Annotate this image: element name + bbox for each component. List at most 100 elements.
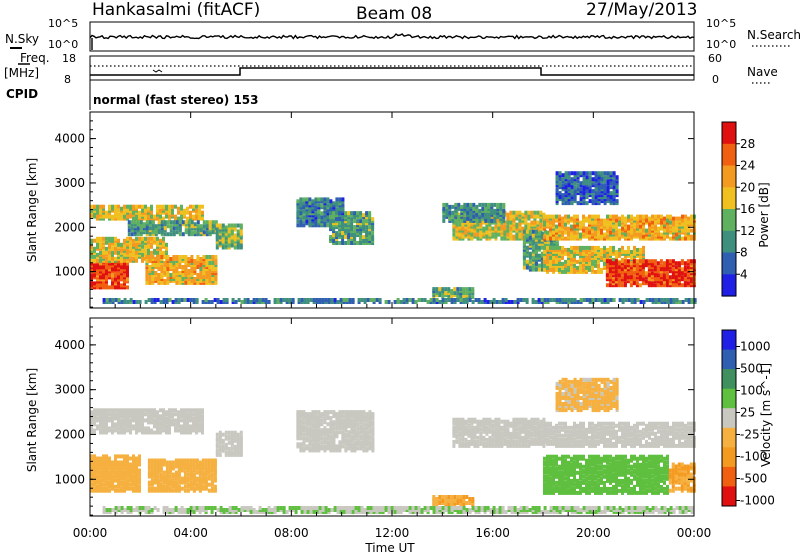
heatmap-cell xyxy=(163,255,166,259)
heatmap-cell xyxy=(114,277,117,281)
heatmap-cell xyxy=(114,273,117,277)
heatmap-cell xyxy=(117,251,120,255)
heatmap-cell xyxy=(105,487,108,491)
heatmap-cell xyxy=(166,461,169,465)
heatmap-cell xyxy=(147,245,150,249)
heatmap-cell xyxy=(565,171,568,175)
heatmap-cell xyxy=(654,283,657,287)
heatmap-cell xyxy=(114,429,117,433)
heatmap-cell xyxy=(579,233,582,237)
heatmap-cell xyxy=(561,225,564,229)
heatmap-cell xyxy=(93,429,96,433)
heatmap-cell xyxy=(154,271,157,275)
heatmap-cell xyxy=(610,191,613,195)
heatmap-cell xyxy=(341,239,344,243)
heatmap-cell xyxy=(553,298,556,302)
heatmap-cell xyxy=(144,412,147,416)
heatmap-cell xyxy=(237,433,240,437)
colorbar-swatch xyxy=(722,253,736,275)
heatmap-cell xyxy=(592,193,595,197)
heatmap-cell xyxy=(102,408,105,412)
heatmap-cell xyxy=(231,447,234,451)
heatmap-cell xyxy=(320,215,323,219)
heatmap-cell xyxy=(235,300,238,304)
heatmap-cell xyxy=(503,237,506,241)
heatmap-cell xyxy=(442,298,445,302)
heatmap-cell xyxy=(196,463,199,467)
heatmap-cell xyxy=(201,211,204,215)
heatmap-cell xyxy=(672,267,675,271)
heatmap-cell xyxy=(616,175,619,179)
heatmap-cell xyxy=(633,217,636,221)
heatmap-cell xyxy=(451,205,454,209)
heatmap-cell xyxy=(234,234,237,238)
heatmap-cell xyxy=(299,197,302,201)
heatmap-cell xyxy=(337,300,340,304)
heatmap-cell xyxy=(202,255,205,259)
heatmap-cell xyxy=(310,298,313,302)
heatmap-cell xyxy=(597,246,600,250)
heatmap-cell xyxy=(123,245,126,249)
heatmap-cell xyxy=(690,215,693,219)
heatmap-cell xyxy=(478,209,481,213)
heatmap-cell xyxy=(361,298,364,302)
heatmap-cell xyxy=(96,485,99,489)
heatmap-cell xyxy=(424,298,427,302)
heatmap-cell xyxy=(114,257,117,261)
heatmap-cell xyxy=(180,217,183,221)
heatmap-cell xyxy=(618,248,621,252)
heatmap-cell xyxy=(478,219,481,223)
heatmap-cell xyxy=(108,243,111,247)
date-title: 27/May/2013 xyxy=(586,0,698,20)
heatmap-cell xyxy=(622,298,625,302)
heatmap-cell xyxy=(203,224,206,228)
heatmap-cell xyxy=(177,207,180,211)
heatmap-cell xyxy=(561,217,564,221)
heatmap-cell xyxy=(642,277,645,281)
heatmap-cell xyxy=(169,257,172,261)
heatmap-cell xyxy=(562,183,565,187)
heatmap-cell xyxy=(529,236,532,240)
heatmap-cell xyxy=(111,251,114,255)
heatmap-cell xyxy=(180,211,183,215)
heatmap-cell xyxy=(543,264,546,268)
heatmap-cell xyxy=(571,171,574,175)
heatmap-cell xyxy=(120,487,123,491)
heatmap-cell xyxy=(687,259,690,263)
heatmap-cell xyxy=(190,463,193,467)
heatmap-cell xyxy=(219,236,222,240)
heatmap-cell xyxy=(471,287,474,291)
heatmap-cell xyxy=(618,237,621,241)
heatmap-cell xyxy=(96,475,99,479)
heatmap-cell xyxy=(526,298,529,302)
heatmap-cell xyxy=(151,479,154,483)
heatmap-cell xyxy=(237,224,240,228)
heatmap-cell xyxy=(182,232,185,236)
heatmap-cell xyxy=(546,260,549,264)
heatmap-cell xyxy=(651,259,654,263)
heatmap-cell xyxy=(193,473,196,477)
heatmap-cell xyxy=(109,298,112,302)
heatmap-cell xyxy=(151,255,154,259)
heatmap-cell xyxy=(166,263,169,267)
heatmap-cell xyxy=(299,418,302,422)
heatmap-cell xyxy=(120,418,123,422)
heatmap-cell xyxy=(509,211,512,215)
heatmap-cell xyxy=(466,298,469,302)
heatmap-cell xyxy=(476,229,479,233)
heatmap-cell xyxy=(169,487,172,491)
heatmap-cell xyxy=(343,298,346,302)
heatmap-cell xyxy=(564,248,567,252)
heatmap-cell xyxy=(208,279,211,283)
heatmap-cell xyxy=(633,275,636,279)
heatmap-cell xyxy=(184,281,187,285)
heatmap-cell xyxy=(108,465,111,469)
heatmap-cell xyxy=(302,440,305,444)
heatmap-cell xyxy=(180,418,183,422)
heatmap-cell xyxy=(630,256,633,260)
heatmap-cell xyxy=(259,298,262,302)
heatmap-cell xyxy=(96,424,99,428)
heatmap-cell xyxy=(160,255,163,259)
heatmap-cell xyxy=(93,420,96,424)
heatmap-cell xyxy=(577,187,580,191)
